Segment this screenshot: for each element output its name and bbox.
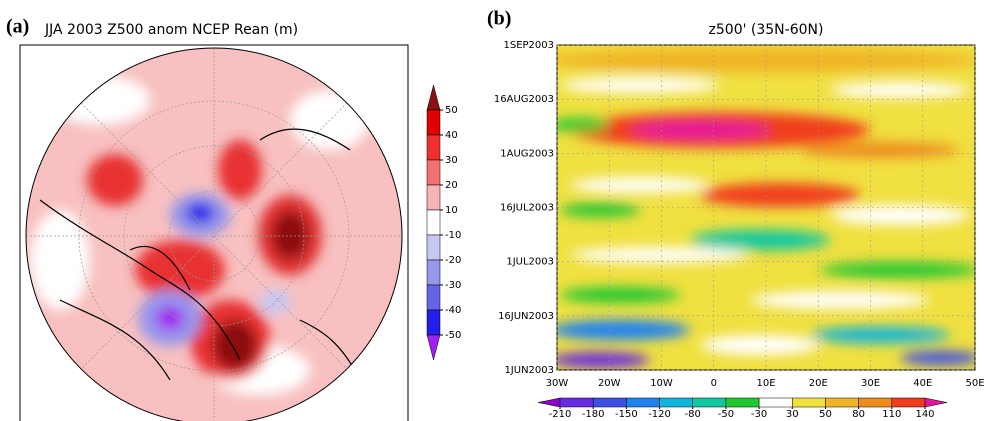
colorbar-box [559, 397, 594, 408]
y-tick-label: 16JUL2003 [500, 203, 554, 214]
colorbar-box [792, 397, 826, 408]
y-tick-label: 1JUL2003 [506, 257, 554, 268]
y-tick-label: 16JUN2003 [498, 311, 554, 322]
colorbar-box [426, 109, 441, 136]
colorbar-end [537, 397, 561, 408]
colorbar-label: -120 [648, 409, 671, 420]
y-tick-label: 16AUG2003 [494, 94, 554, 105]
x-tick-label: 30E [861, 378, 880, 389]
colorbar-label: -210 [549, 409, 572, 420]
colorbar-box [426, 309, 441, 336]
colorbar-box [758, 397, 793, 408]
colorbar-label: 20 [445, 180, 458, 191]
colorbar-box [426, 134, 441, 161]
colorbar-label: 30 [786, 409, 799, 420]
colorbar-box [858, 397, 893, 408]
colorbar-label: 50 [819, 409, 832, 420]
colorbar-box [426, 284, 441, 311]
colorbar-box [825, 397, 859, 408]
colorbar-label: 140 [915, 409, 934, 420]
colorbar-box [426, 159, 441, 186]
y-tick-label: 1SEP2003 [503, 40, 554, 51]
colorbar-box [626, 397, 660, 408]
x-tick-label: 0 [711, 378, 717, 389]
panel-title: z500' (35N-60N) [709, 22, 824, 38]
colorbar-label: -80 [685, 409, 701, 420]
x-tick-label: 10E [756, 378, 775, 389]
colorbar-label: -30 [445, 280, 461, 291]
colorbar-box [659, 397, 693, 408]
hovmoller-field [557, 45, 975, 370]
colorbar-label: -50 [445, 330, 461, 341]
map-field [26, 48, 402, 421]
colorbar-label: 10 [445, 205, 458, 216]
axes: 1SEP2003 16AUG2003 1AUG2003 16JUL2003 1JUL20… [494, 40, 984, 389]
colorbar-box [426, 259, 441, 286]
x-tick-label: 10W [650, 378, 673, 389]
colorbar-label: 50 [445, 105, 458, 116]
colorbar-label: -20 [445, 255, 461, 266]
y-tick-label: 1JUN2003 [504, 365, 554, 376]
y-tick-label: 1AUG2003 [500, 148, 554, 159]
x-tick-label: 50E [965, 378, 984, 389]
x-tick-label: 30W [546, 378, 569, 389]
colorbar-label: 80 [852, 409, 865, 420]
colorbar-label: -30 [751, 409, 767, 420]
colorbar-label: -180 [582, 409, 605, 420]
colorbar-box [426, 234, 441, 261]
colorbar-label: -40 [445, 305, 461, 316]
panel-title: JJA 2003 Z500 anom NCEP Rean (m) [44, 22, 298, 38]
colorbar-box [891, 397, 926, 408]
colorbar-end [924, 397, 948, 408]
colorbar: -210 -180 -150 -120 -80 -50 -30 30 50 80 110 140 [537, 397, 948, 420]
x-tick-label: 40E [913, 378, 932, 389]
colorbar-box [692, 397, 727, 408]
colorbar-label: -10 [445, 230, 461, 241]
colorbar-box [426, 184, 441, 211]
colorbar-box [592, 397, 627, 408]
frame [19, 44, 409, 421]
colorbar-label: -150 [615, 409, 638, 420]
colorbar: 50 40 30 20 10 -10 -20 -30 -40 -50 [426, 84, 461, 361]
x-tick-label: 20W [598, 378, 621, 389]
colorbar-box [426, 209, 441, 236]
colorbar-label: 40 [445, 130, 458, 141]
x-tick-label: 20E [809, 378, 828, 389]
panel-label: (b) [487, 8, 511, 30]
colorbar-end [426, 84, 441, 111]
colorbar-end [426, 334, 441, 361]
colorbar-box [725, 397, 760, 408]
colorbar-label: 110 [882, 409, 901, 420]
colorbar-label: -50 [718, 409, 734, 420]
colorbar-label: 30 [445, 155, 458, 166]
map-border [25, 47, 403, 421]
panel-label: (a) [6, 16, 29, 38]
